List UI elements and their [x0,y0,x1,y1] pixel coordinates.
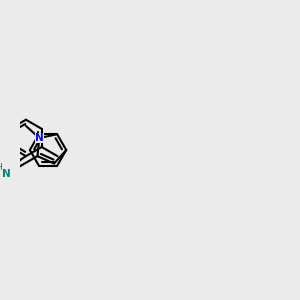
Text: N: N [2,169,10,179]
Text: H: H [0,163,2,172]
Text: N: N [35,133,44,143]
